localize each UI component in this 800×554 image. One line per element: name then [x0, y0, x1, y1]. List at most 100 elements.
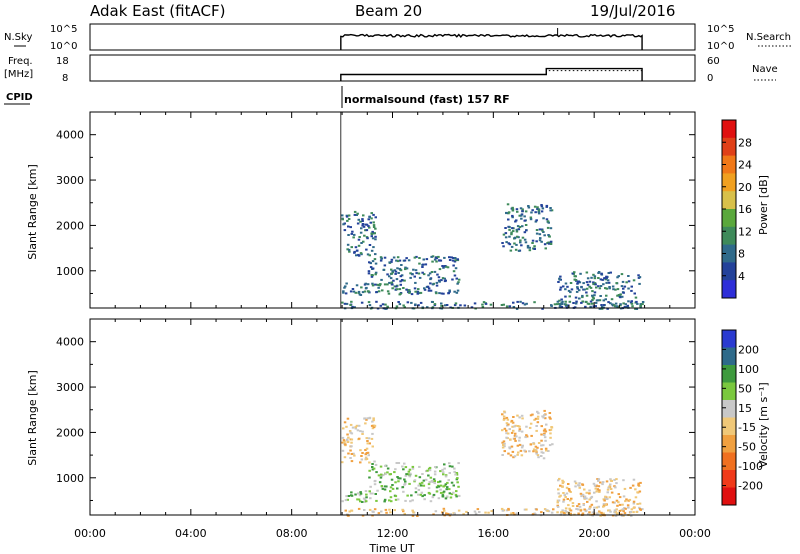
data-cell	[533, 301, 536, 304]
data-cell	[602, 505, 605, 508]
data-cell	[524, 436, 527, 439]
data-cell	[398, 288, 402, 291]
data-cell	[624, 303, 627, 306]
data-cell	[438, 480, 442, 483]
data-cell	[350, 494, 354, 497]
ytick-label: 3000	[56, 174, 84, 187]
data-cell	[597, 479, 600, 482]
data-cell	[365, 493, 368, 496]
data-cell	[448, 488, 451, 491]
data-cell	[426, 306, 429, 309]
data-cell	[614, 486, 617, 489]
data-cell	[365, 458, 369, 460]
ytick-label: 4000	[56, 336, 84, 349]
colorbar-swatch	[722, 137, 736, 157]
data-cell	[346, 440, 350, 443]
data-region-2	[367, 255, 461, 296]
data-cell	[361, 218, 364, 221]
data-cell	[392, 256, 396, 259]
data-cell	[521, 302, 525, 305]
data-cell	[427, 287, 431, 290]
data-cell	[601, 483, 604, 486]
data-cell	[588, 285, 591, 288]
freq-label: Freq.	[8, 56, 33, 67]
data-cell	[350, 509, 353, 512]
data-cell	[520, 454, 524, 457]
data-cell	[364, 449, 367, 451]
data-cell	[559, 275, 562, 278]
data-cell	[357, 253, 360, 256]
data-cell	[549, 417, 552, 420]
data-cell	[509, 249, 513, 252]
data-cell	[626, 504, 630, 507]
nsearch-label: N.Search	[746, 32, 791, 43]
data-cell	[418, 276, 422, 279]
data-cell	[345, 495, 348, 498]
data-cell	[622, 302, 625, 305]
data-cell	[573, 271, 576, 274]
nsky-trace	[340, 28, 643, 50]
data-cell	[437, 497, 441, 500]
colorbar-tick-label: 12	[738, 225, 752, 238]
data-cell	[524, 210, 528, 213]
data-cell	[620, 285, 624, 288]
data-cell	[617, 294, 621, 296]
data-cell	[403, 279, 406, 282]
data-cell	[363, 509, 366, 511]
data-cell	[505, 416, 509, 419]
data-cell	[592, 297, 595, 300]
data-cell	[510, 245, 514, 248]
data-cell	[541, 415, 544, 418]
data-cell	[366, 442, 369, 445]
data-cell	[561, 300, 564, 303]
data-cell	[556, 300, 560, 303]
data-cell	[413, 287, 417, 290]
data-cell	[532, 450, 535, 453]
data-cell	[411, 509, 414, 512]
data-cell	[360, 301, 364, 304]
data-cell	[453, 470, 456, 473]
data-cell	[406, 289, 410, 292]
data-cell	[395, 462, 398, 464]
data-cell	[417, 484, 420, 487]
data-cell	[348, 510, 351, 513]
data-cell	[420, 491, 424, 494]
data-cell	[371, 267, 375, 270]
data-cell	[541, 207, 545, 210]
data-cell	[359, 492, 363, 495]
data-cell	[409, 272, 412, 275]
data-cell	[629, 301, 633, 304]
data-cell	[518, 429, 521, 432]
data-cell	[409, 472, 412, 475]
data-cell	[402, 490, 405, 493]
data-cell	[369, 497, 372, 500]
data-cell	[512, 306, 516, 308]
data-cell	[367, 225, 370, 228]
data-cell	[603, 277, 606, 280]
data-cell	[374, 235, 377, 238]
data-cell	[349, 226, 352, 229]
data-cell	[358, 236, 361, 238]
data-cell	[627, 280, 631, 283]
data-cell	[577, 503, 581, 506]
data-cell	[534, 513, 537, 516]
data-cell	[429, 500, 433, 503]
data-cell	[342, 427, 345, 430]
data-cell	[422, 484, 426, 487]
data-cell	[549, 428, 553, 431]
data-cell	[400, 274, 404, 277]
data-cell	[614, 510, 618, 513]
data-cell	[374, 283, 377, 286]
data-cell	[634, 307, 637, 310]
data-cell	[620, 273, 624, 276]
data-cell	[399, 280, 402, 283]
data-cell	[581, 300, 585, 303]
data-cell	[613, 478, 616, 481]
data-cell	[542, 217, 545, 220]
data-cell	[368, 416, 372, 419]
data-cell	[445, 488, 448, 491]
data-cell	[429, 278, 432, 281]
data-cell	[639, 305, 642, 307]
data-cell	[361, 291, 365, 294]
data-cell	[369, 492, 373, 495]
